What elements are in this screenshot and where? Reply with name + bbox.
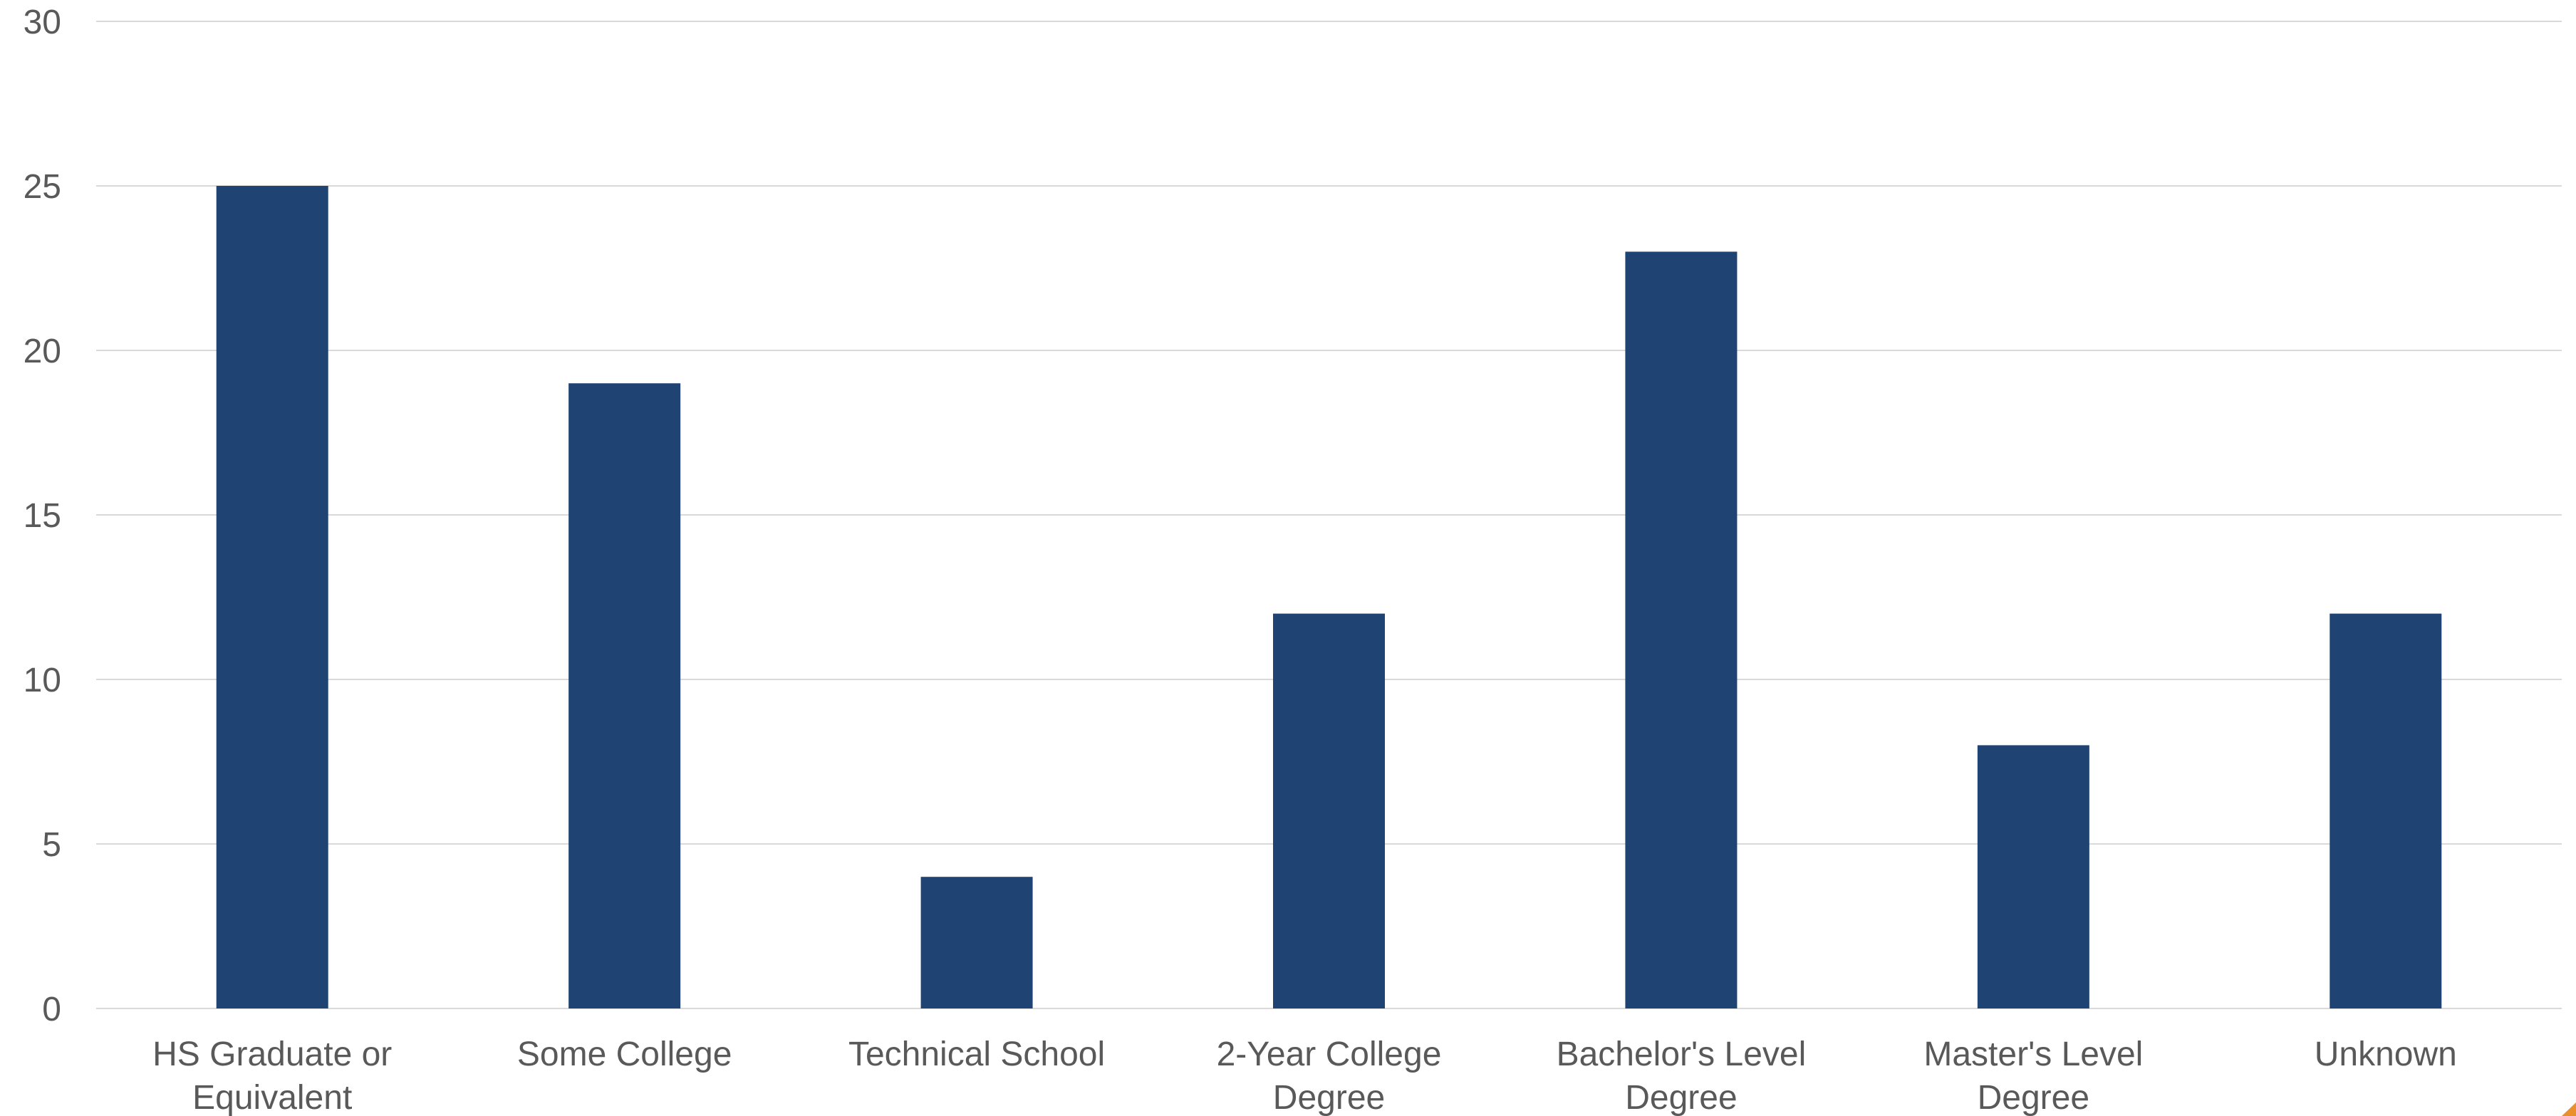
x-category-label-line: Technical School: [848, 1036, 1105, 1073]
x-axis-category-labels: HS Graduate or Equivalent Some College Tech…: [152, 1036, 2457, 1116]
x-category-label: HS Graduate or Equivalent: [152, 1036, 392, 1116]
y-tick-label: 10: [24, 662, 61, 699]
y-axis-tick-labels: 0 5 10 15 20 25 30: [24, 4, 61, 1028]
y-tick-label: 30: [24, 4, 61, 41]
x-category-label-line: Degree: [1273, 1079, 1385, 1116]
bar: [2330, 613, 2442, 1008]
bar: [920, 877, 1033, 1008]
y-tick-label: 25: [24, 168, 61, 206]
y-tick-label: 15: [24, 497, 61, 535]
x-category-label: Technical School: [848, 1036, 1105, 1073]
x-category-label-line: Degree: [1978, 1079, 2089, 1116]
bar: [216, 186, 328, 1008]
x-category-label: Bachelor's Level Degree: [1557, 1036, 1807, 1116]
x-category-label-line: HS Graduate or: [152, 1036, 392, 1073]
x-category-label-line: 2-Year College: [1217, 1036, 1442, 1073]
bar: [568, 383, 681, 1008]
x-category-label-line: Master's Level: [1923, 1036, 2143, 1073]
x-category-label: 2-Year College Degree: [1217, 1036, 1442, 1116]
y-tick-label: 0: [42, 991, 61, 1028]
x-category-label-line: Unknown: [2315, 1036, 2457, 1073]
bar: [1273, 613, 1385, 1008]
x-category-label-line: Some College: [517, 1036, 732, 1073]
bars: [216, 186, 2442, 1008]
corner-accent-shape: [2562, 1102, 2576, 1116]
y-tick-label: 5: [42, 826, 61, 864]
x-category-label-line: Bachelor's Level: [1557, 1036, 1807, 1073]
x-category-label-line: Equivalent: [192, 1079, 352, 1116]
x-category-label-line: Degree: [1625, 1079, 1737, 1116]
y-tick-label: 20: [24, 333, 61, 370]
x-category-label: Master's Level Degree: [1923, 1036, 2143, 1116]
bar: [1977, 745, 2089, 1008]
bar: [1625, 251, 1738, 1008]
x-category-label: Unknown: [2315, 1036, 2457, 1073]
x-category-label: Some College: [517, 1036, 732, 1073]
